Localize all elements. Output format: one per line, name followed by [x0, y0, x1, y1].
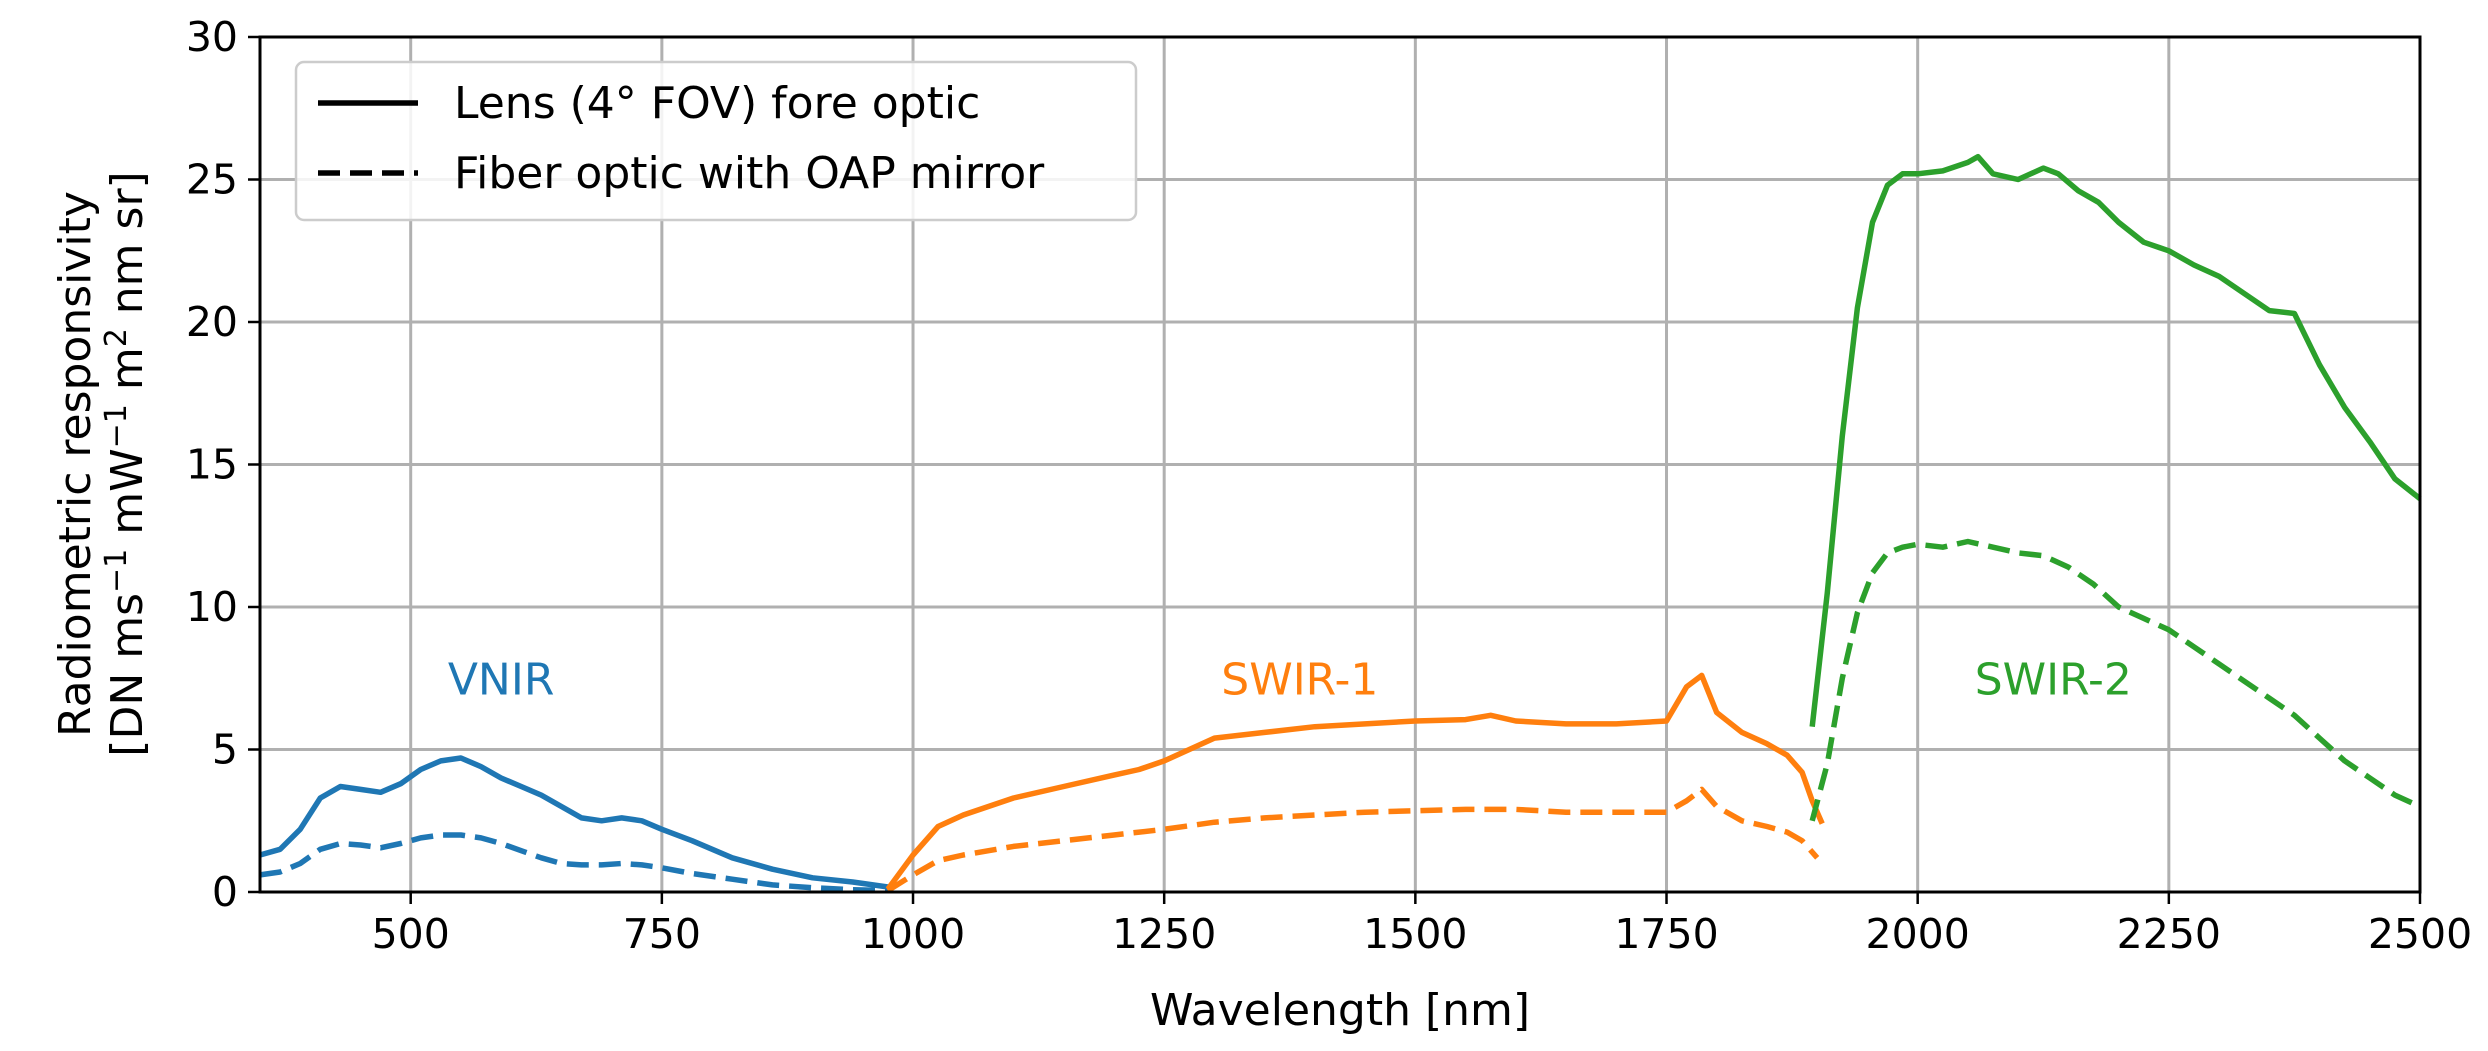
- x-tick-label: 1500: [1363, 910, 1467, 958]
- series-layer: [259, 153, 2422, 894]
- band-label-swir-2: SWIR-2: [1975, 654, 2132, 705]
- x-tick-label: 750: [623, 910, 701, 958]
- legend: Lens (4° FOV) fore optic Fiber optic wit…: [294, 60, 1138, 222]
- y-tick-label: 30: [186, 13, 238, 61]
- y-tick-label: 20: [186, 298, 238, 346]
- x-tick-label: 1250: [1112, 910, 1216, 958]
- series-vnir-lens-line: [259, 755, 894, 891]
- x-tick-label: 2250: [2117, 910, 2221, 958]
- ticks: 500 750 1000 1250 1500 1750 2000 2250 2500 0 5 10 15…: [186, 13, 2472, 958]
- band-labels: VNIR SWIR-1 SWIR-2: [448, 654, 2132, 705]
- y-axis-title: Radiometric responsivity [DN ms−1 mW−1 m…: [50, 171, 153, 756]
- y-axis-title-line2: [DN ms−1 mW−1 m2 nm sr]: [99, 171, 153, 756]
- y-axis-title-line1: Radiometric responsivity: [50, 191, 101, 737]
- band-label-vnir: VNIR: [448, 654, 555, 705]
- legend-entry-lens: Lens (4° FOV) fore optic: [454, 78, 980, 129]
- series-swir-1-lens-line: [885, 672, 1825, 891]
- x-tick-label: 500: [372, 910, 450, 958]
- legend-box: [294, 60, 1138, 222]
- band-label-swir-1: SWIR-1: [1221, 654, 1378, 705]
- x-axis-title: Wavelength [nm]: [1150, 985, 1530, 1036]
- x-tick-label: 2000: [1866, 910, 1970, 958]
- y-tick-label: 25: [186, 156, 238, 204]
- series-swir-2-lens-line: [1809, 153, 2422, 728]
- series-vnir-fiber-line: [259, 832, 893, 894]
- series-swir-1-fiber-line: [886, 786, 1820, 893]
- y-tick-label: 0: [212, 868, 238, 916]
- y-tick-label: 10: [186, 583, 238, 631]
- x-tick-label: 1750: [1614, 910, 1718, 958]
- x-tick-label: 1000: [861, 910, 965, 958]
- y-tick-label: 5: [212, 726, 238, 774]
- y-tick-label: 15: [186, 441, 238, 489]
- series-swir-2-fiber-line: [1809, 538, 2422, 822]
- x-tick-label: 2500: [2368, 910, 2472, 958]
- legend-entry-fiber: Fiber optic with OAP mirror: [454, 148, 1045, 199]
